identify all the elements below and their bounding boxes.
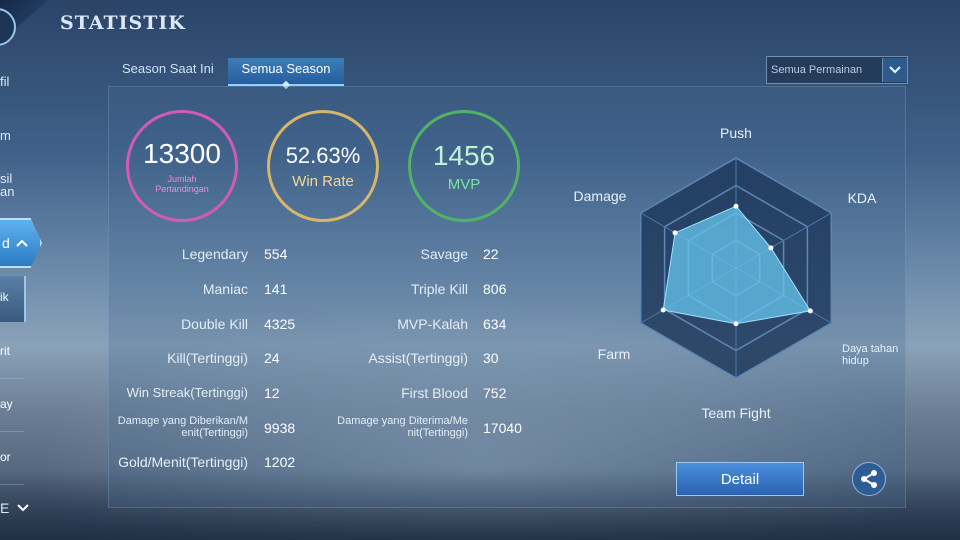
stat-value: 17040 <box>483 420 522 436</box>
radar-point-tank <box>807 308 813 314</box>
sidebar-subitems: rit ay or <box>0 326 24 485</box>
stat-value: 12 <box>264 385 280 401</box>
radar-label-tank-line2: hidup <box>842 355 869 367</box>
stat-value: 30 <box>483 350 499 366</box>
radar-point-farm <box>660 307 666 313</box>
radar-label-tank-line1: Daya tahan <box>842 343 898 355</box>
radar-point-kda <box>768 245 774 251</box>
stat-value: 24 <box>264 350 280 366</box>
tab-current-season[interactable]: Season Saat Ini <box>122 61 214 76</box>
stat-value: 806 <box>483 281 507 297</box>
sidebar-item-m[interactable]: m <box>0 128 11 143</box>
winrate-ring: 52.63% Win Rate <box>267 110 379 222</box>
mvp-label: MVP <box>447 175 481 193</box>
stat-label: MVP-Kalah <box>397 316 468 332</box>
stat-label: Kill(Tertinggi) <box>167 350 248 366</box>
page-title: STATISTIK <box>60 12 186 34</box>
stat-label: Gold/Menit(Tertinggi) <box>118 454 248 470</box>
stat-label: First Blood <box>401 385 468 401</box>
stat-label: Maniac <box>202 281 248 297</box>
sidebar-item-active[interactable]: d <box>0 218 42 268</box>
sidebar-subitem-label: rit <box>0 344 10 358</box>
stat-value: 752 <box>483 385 507 401</box>
sidebar-item-profil[interactable]: fil <box>0 74 10 89</box>
detail-button[interactable]: Detail <box>676 462 804 496</box>
stat-label: Triple Kill <box>410 281 468 297</box>
winrate-label: Win Rate <box>292 172 354 190</box>
radar-point-damage <box>672 230 678 236</box>
radar-label-kda: KDA <box>848 190 877 206</box>
radar-chart: Push KDA Daya tahan hidup Team Fight Far… <box>574 125 901 421</box>
matches-label: Jumlah Pertandingan <box>155 174 209 194</box>
radar-label-damage: Damage <box>574 188 627 204</box>
mvp-ring: 1456 MVP <box>408 110 520 222</box>
radar-label-tank: Daya tahan hidup <box>842 343 901 367</box>
share-button[interactable] <box>852 462 886 496</box>
stat-value: 22 <box>483 246 499 262</box>
stat-label: Savage <box>420 246 468 262</box>
chevron-down-icon <box>17 504 29 512</box>
tab-all-seasons[interactable]: Semua Season <box>228 58 344 90</box>
radar-label-push: Push <box>720 125 752 141</box>
sidebar-subitem-statistik[interactable]: ik <box>0 276 26 322</box>
sidebar: fil m sil an d ik rit ay or E <box>0 0 42 540</box>
radar-label-team-fight: Team Fight <box>701 405 770 421</box>
sidebar-bottom-label: E <box>0 500 10 516</box>
stat-label: Win Streak(Tertinggi) <box>126 385 248 400</box>
match-type-dropdown[interactable]: Semua Permainan <box>766 56 908 84</box>
matches-ring: 13300 Jumlah Pertandingan <box>126 110 238 222</box>
sidebar-subitem-label: ay <box>0 397 13 411</box>
radar-point-team_fight <box>733 321 739 327</box>
stat-label: Damage yang Diberikan/M enit(Tertinggi) <box>117 415 248 439</box>
winrate-value: 52.63% <box>285 142 361 168</box>
stat-label: Double Kill <box>181 316 248 332</box>
stat-value: 141 <box>264 281 288 297</box>
sidebar-subitem-label: or <box>0 450 11 464</box>
radar-label-farm: Farm <box>598 346 631 362</box>
stat-value: 4325 <box>264 316 296 332</box>
stat-label: Assist(Tertinggi) <box>368 350 468 366</box>
radar-points <box>660 203 813 327</box>
radar-point-push <box>733 203 739 209</box>
stat-label: Damage yang Diterima/Me nit(Tertinggi) <box>337 415 468 439</box>
chevron-down-icon <box>889 66 901 74</box>
stat-value: 9938 <box>264 420 296 436</box>
stat-label: Legendary <box>181 246 248 262</box>
share-icon <box>861 470 877 488</box>
stat-value: 554 <box>264 246 288 262</box>
sidebar-item-hasil[interactable]: sil an <box>0 171 15 199</box>
stat-value: 634 <box>483 316 507 332</box>
chevron-up-icon <box>16 239 28 247</box>
stat-value: 1202 <box>264 454 296 470</box>
sidebar-item-bottom[interactable]: E <box>0 500 29 516</box>
sidebar-subitem-label: ik <box>0 290 9 304</box>
sidebar-subitem[interactable]: rit <box>0 326 24 379</box>
mvp-value: 1456 <box>432 139 496 171</box>
sidebar-subitem[interactable]: or <box>0 432 24 485</box>
matches-value: 13300 <box>143 138 221 169</box>
sidebar-active-label: d <box>2 235 10 251</box>
dropdown-selected: Semua Permainan <box>771 64 863 76</box>
tab-all-seasons-label: Semua Season <box>241 61 331 76</box>
sidebar-subitem[interactable]: ay <box>0 379 24 432</box>
dropdown-toggle[interactable] <box>882 58 907 82</box>
